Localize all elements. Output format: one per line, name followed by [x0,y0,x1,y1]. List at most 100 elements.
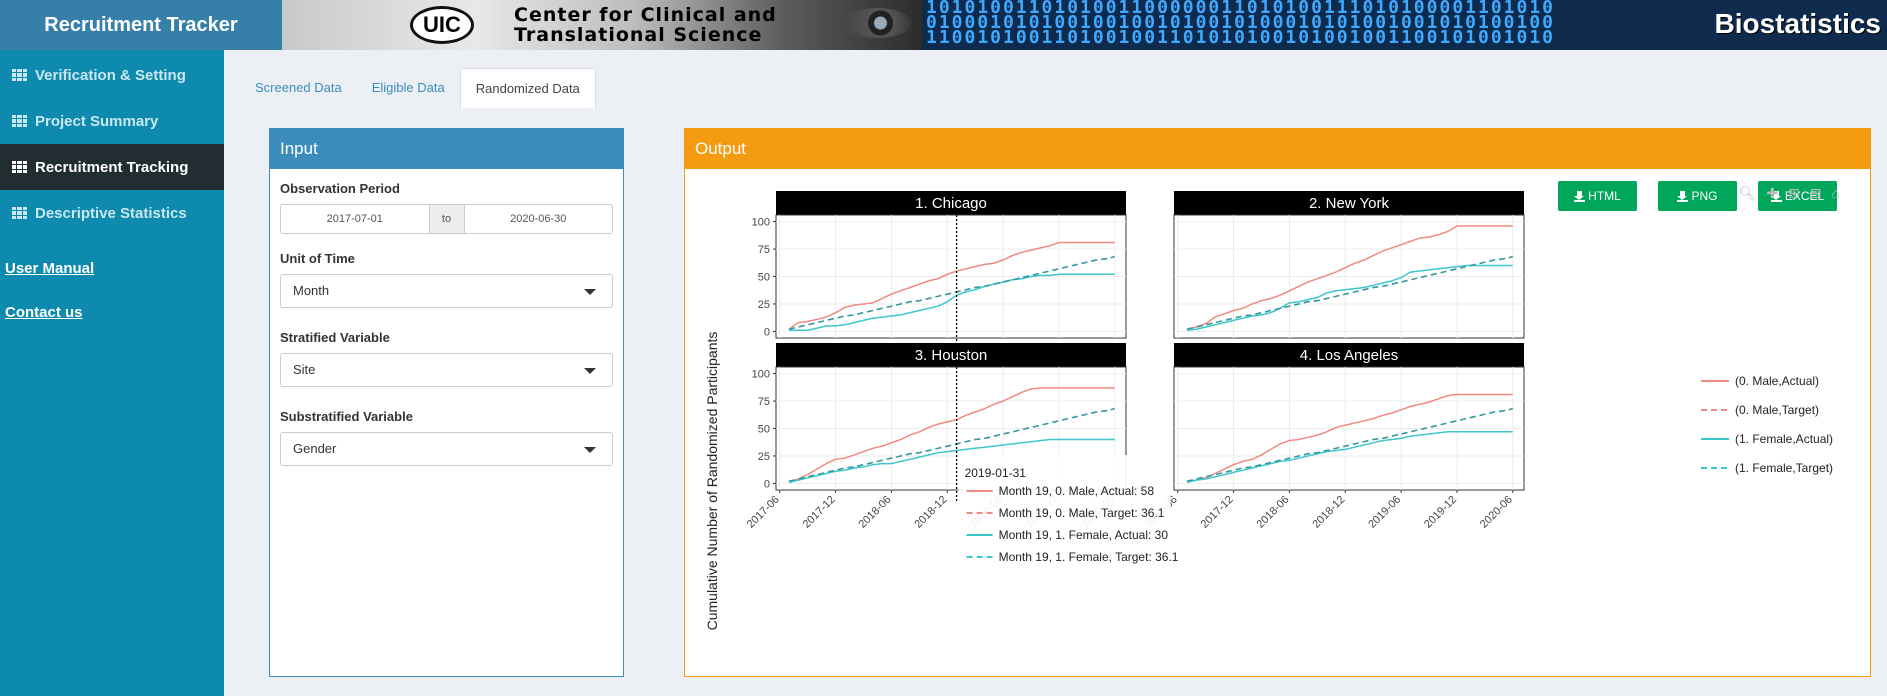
series-line [1186,255,1513,330]
x-tick-label: 2017-12 [801,494,838,531]
panel-title: 1. Chicago [915,195,987,212]
series-line [1186,264,1513,332]
zoom-out-icon[interactable]: ⊟ [1809,185,1822,201]
substratified-variable-select[interactable]: Gender [280,432,613,466]
legend-label: (0. Male,Actual) [1735,374,1819,388]
chart-panel: 1. Chicago 100 75 50 25 0 [752,191,1127,339]
hover-line: Month 19, 1. Female, Target: 36.1 [999,550,1179,564]
x-tick-label: 2019-06 [1366,494,1403,531]
y-tick-label: 75 [758,244,770,256]
series-line [788,255,1115,330]
input-panel-title: Input [270,129,623,169]
series-line [1186,407,1513,482]
y-tick-label: 100 [752,369,770,381]
header-banner: UIC Center for Clinical and Translationa… [282,0,1887,50]
zoom-in-icon[interactable]: ⊞ [1788,185,1800,201]
eye-graphic [842,8,912,38]
series-line [789,273,1115,332]
x-tick-label: 2018-12 [1310,494,1347,531]
tab-screened-data[interactable]: Screened Data [255,80,342,95]
output-panel-title: Output [685,129,1870,169]
banner-title-line1: Center for Clinical and [514,4,777,26]
tab-bar: Screened Data Eligible Data Randomized D… [240,68,596,108]
uic-logo: UIC [410,6,474,44]
chart-legend: (0. Male,Actual) (0. Male,Target) (1. Fema… [1701,374,1833,475]
hover-line: Month 19, 0. Male, Target: 36.1 [999,506,1165,520]
x-tick-label: 2017-06 [745,494,782,531]
y-tick-label: 50 [758,424,770,436]
download-icon [1770,190,1782,202]
recruitment-chart[interactable]: Cumulative Number of Randomized Particip… [685,129,1872,678]
panel-title: 2. New York [1309,195,1390,212]
caret-down-icon [584,289,596,295]
x-tick-label: 2017-12 [1199,494,1236,531]
home-icon[interactable]: ⌂ [1831,185,1840,201]
y-axis-label: Cumulative Number of Randomized Particip… [704,332,720,631]
legend-label: (0. Male,Target) [1735,403,1819,417]
banner-title: Center for Clinical and Translational Sc… [514,5,777,45]
plot-modebar: 🔍︎ ✚ ⊞ ⊟ ⌂ [1739,185,1840,202]
x-tick-label: 2018-06 [857,494,894,531]
date-range-separator: to [428,205,465,233]
table-icon [12,115,27,127]
contact-us-link[interactable]: Contact us [5,304,83,321]
pan-icon[interactable]: ✚ [1766,185,1779,201]
x-tick-label: 2018-06 [1255,494,1292,531]
output-panel: Output HTML PNG EXCEL 🔍︎ ✚ ⊞ ⊟ ⌂ Cumulat… [684,128,1871,677]
unit-of-time-value: Month [293,283,330,298]
chart-panel: 2. New York [1173,191,1525,339]
download-png-label: PNG [1691,189,1718,203]
banner-title-line2: Translational Science [514,24,763,46]
download-excel-button[interactable]: EXCEL [1758,181,1837,211]
sidebar-item-recruitment-tracking[interactable]: Recruitment Tracking [0,144,224,190]
stratified-variable-select[interactable]: Site [280,353,613,387]
observation-period-label: Observation Period [280,181,400,196]
x-tick-label: 2020-06 [1478,494,1515,531]
unit-of-time-select[interactable]: Month [280,274,613,308]
x-tick-label: 2018-12 [912,494,949,531]
input-panel: Input Observation Period 2017-07-01 to 2… [269,128,624,677]
caret-down-icon [584,447,596,453]
series-line [788,438,1115,484]
substratified-variable-value: Gender [293,441,337,456]
table-icon [12,207,27,219]
y-tick-label: 100 [752,217,770,229]
sidebar-item-label: Verification & Setting [35,66,186,84]
chart-panel: 4. Los Angeles2017-062017-122018-062018-… [1143,343,1525,531]
sidebar-item-project-summary[interactable]: Project Summary [0,98,224,144]
start-date-field[interactable]: 2017-07-01 [326,213,383,225]
zoom-icon[interactable]: 🔍︎ [1738,185,1757,201]
banner-photo [282,0,922,50]
table-icon [12,161,27,173]
stratified-variable-label: Stratified Variable [280,330,390,345]
panel-title: 3. Houston [915,347,988,364]
hover-line: Month 19, 0. Male, Actual: 58 [999,484,1155,498]
panel-strip [1174,191,1524,215]
tab-eligible-data[interactable]: Eligible Data [371,80,445,95]
hover-box [958,455,1171,565]
caret-down-icon [584,368,596,374]
tab-randomized-data[interactable]: Randomized Data [459,68,596,108]
series-line [788,241,1115,330]
app-title: Recruitment Tracker [0,0,282,50]
sidebar-item-descriptive-statistics[interactable]: Descriptive Statistics [0,190,224,236]
sidebar-item-label: Recruitment Tracking [35,158,189,176]
unit-of-time-label: Unit of Time [280,251,355,266]
y-tick-label: 0 [764,478,770,490]
download-html-button[interactable]: HTML [1558,181,1637,211]
series-line [1186,225,1513,330]
user-manual-link[interactable]: User Manual [5,260,95,277]
download-icon [1574,190,1586,202]
hover-line: Month 19, 1. Female, Actual: 30 [999,528,1169,542]
legend-label: (1. Female,Target) [1735,461,1833,475]
y-tick-label: 75 [758,396,770,408]
substratified-variable-label: Substratified Variable [280,409,413,424]
end-date-field[interactable]: 2020-06-30 [510,213,567,225]
sidebar: Verification & Setting Project Summary R… [0,50,224,696]
download-png-button[interactable]: PNG [1658,181,1737,211]
series-line [1186,431,1513,484]
series-line [1186,393,1513,484]
legend-label: (1. Female,Actual) [1735,432,1833,446]
sidebar-item-label: Descriptive Statistics [35,204,187,222]
sidebar-item-verification[interactable]: Verification & Setting [0,52,224,98]
